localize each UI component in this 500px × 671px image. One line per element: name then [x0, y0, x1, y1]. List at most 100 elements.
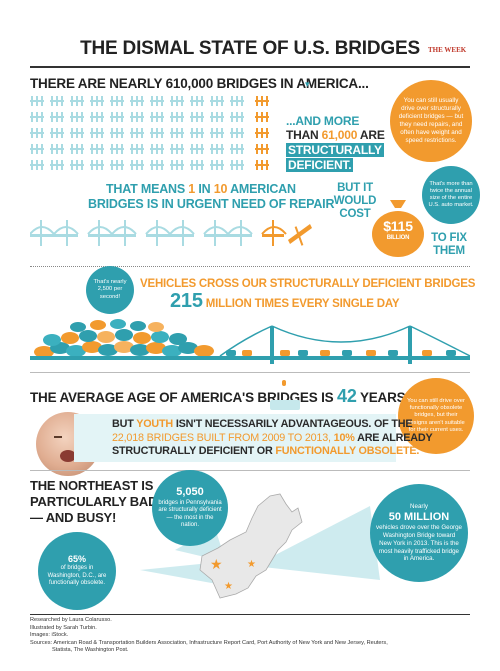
title-divider: [30, 66, 470, 68]
vehicles-number: 215: [170, 290, 203, 312]
structurally-word: STRUCTURALLY: [286, 143, 384, 157]
more-line2: THAN 61,000 ARE: [286, 128, 385, 142]
youth-line3-a: STRUCTURALLY DEFICIENT OR: [112, 445, 273, 457]
auto-market-bubble: That's more than twice the annual size o…: [422, 166, 480, 224]
amount-value: $115: [383, 218, 413, 234]
suspension-bridges-row: [30, 219, 312, 247]
baby-mouth: [60, 450, 76, 462]
per-second-bubble: That's nearly 2,500 per second!: [86, 266, 134, 314]
dc-bubble: 65% of bridges in Washington, D.C., are …: [38, 532, 116, 610]
one-in-ten-line2: BRIDGES IS IN URGENT NEED OF REPAIR: [88, 197, 335, 211]
northeast-line2: PARTICULARLY BAD: [30, 494, 158, 509]
youth-line2: 22,018 BRIDGES BUILT FROM 2009 TO 2013, …: [112, 431, 433, 446]
more-line1: ...AND MORE: [286, 114, 360, 128]
bridge-rows-grid: [30, 96, 269, 171]
youth-line3: STRUCTURALLY DEFICIENT OR FUNCTIONALLY O…: [112, 445, 432, 459]
age-number: 42: [337, 386, 357, 406]
section1-headline: THERE ARE NEARLY 610,000 BRIDGES IN AMER…: [30, 76, 369, 91]
to-fix-block: TO FIX THEM: [428, 232, 470, 258]
one-number: 1: [188, 182, 196, 196]
dc-text: of bridges in Washington, D.C., are func…: [47, 565, 107, 587]
cost-line3: COST: [339, 208, 371, 220]
dc-number: 65%: [67, 554, 86, 565]
credits: Researched by Laura Colarusso. Illustrat…: [30, 617, 470, 655]
youth-line2-rest: ARE ALREADY: [357, 431, 433, 444]
one-in-ten-block: THAT MEANS 1 IN 10 AMERICAN BRIDGES IS I…: [88, 182, 334, 212]
brand-logo: THE WEEK: [428, 46, 467, 54]
cake-body: [270, 400, 300, 410]
youth-text: BUT YOUTH ISN'T NECESSARILY ADVANTAGEOUS…: [112, 418, 433, 459]
cost-line2: WOULD: [333, 195, 377, 207]
more-than-block: ...AND MORE THAN 61,000 ARE STRUCTURALLY…: [286, 114, 385, 172]
american-word: AMERICAN: [230, 182, 296, 196]
footer-divider: [30, 614, 470, 615]
more-line4: DEFICIENT.: [286, 158, 385, 172]
one-in-ten-line1: THAT MEANS 1 IN 10 AMERICAN: [88, 182, 334, 197]
gw-beam: [254, 506, 380, 580]
credit-research: Researched by Laura Colarusso.: [30, 617, 112, 623]
section2-divider: [30, 266, 470, 267]
gw-text: vehicles drove over the George Washingto…: [376, 524, 462, 563]
age-headline-a: THE AVERAGE AGE OF AMERICA'S BRIDGES IS: [30, 390, 334, 405]
per-second-text: That's nearly 2,500 per second!: [93, 279, 127, 300]
but-word: BUT: [112, 418, 134, 430]
deficient-info-bubble: You can still usually drive over structu…: [390, 80, 472, 162]
cake-candle: [282, 380, 286, 386]
gw-star-icon: ★: [247, 559, 256, 570]
youth-line1: BUT YOUTH ISN'T NECESSARILY ADVANTAGEOUS…: [112, 418, 432, 432]
gw-number: 50 MILLION: [388, 510, 450, 523]
to-fix-line2: THEM: [433, 245, 465, 257]
youth-panel: [74, 414, 396, 462]
functionally-obsolete-word: FUNCTIONALLY OBSOLETE.: [275, 445, 420, 457]
obsolete-info-text: You can still drive over functionally ob…: [407, 397, 465, 433]
gw-bridge-bubble: Nearly 50 MILLION vehicles drove over th…: [370, 484, 468, 582]
deficient-info-text: You can still usually drive over structu…: [398, 97, 464, 144]
money-bag-icon: [372, 200, 424, 257]
vehicles-line2-wrap: 215 MILLION TIMES EVERY SINGLE DAY: [170, 290, 400, 313]
northeast-line3: — AND BUSY!: [30, 510, 117, 525]
age-headline: THE AVERAGE AGE OF AMERICA'S BRIDGES IS …: [30, 386, 441, 407]
pennsylvania-bubble: 5,050 bridges in Pennsylvania are struct…: [152, 470, 228, 546]
arrow-down-icon: ▾: [305, 79, 310, 89]
dc-star-icon: ★: [224, 581, 233, 592]
credit-images: Images: iStock.: [30, 632, 69, 639]
pa-number: 5,050: [176, 486, 204, 499]
pa-star-icon: ★: [210, 557, 223, 573]
youth-word: YOUTH: [136, 418, 173, 430]
vehicles-line2: MILLION TIMES EVERY SINGLE DAY: [205, 298, 400, 310]
ten-number: 10: [213, 182, 228, 196]
more-than-word: THAN: [286, 128, 319, 142]
credit-sources-2: Statista, The Washington Post.: [52, 647, 129, 654]
page-title: THE DISMAL STATE OF U.S. BRIDGES: [80, 38, 420, 59]
cake-icon: [268, 380, 302, 410]
in-word: IN: [198, 182, 211, 196]
northeast-line1: THE NORTHEAST IS: [30, 478, 154, 493]
bridge-cars: [226, 350, 456, 356]
section3-divider: [30, 372, 470, 373]
deficient-word: DEFICIENT.: [286, 158, 354, 172]
map-states: [199, 493, 303, 599]
more-line3: STRUCTURALLY: [286, 143, 385, 157]
to-fix-line1: TO FIX: [431, 232, 467, 244]
gw-pre: Nearly: [410, 502, 428, 510]
baby-eye-left: [54, 436, 62, 438]
credit-sources: Sources: American Road & Transportation …: [30, 639, 388, 646]
bridges-built-count: 22,018 BRIDGES BUILT FROM 2009 TO 2013,: [112, 431, 331, 444]
pa-text: bridges in Pennsylvania are structurally…: [158, 499, 222, 529]
auto-market-text: That's more than twice the annual size o…: [428, 180, 474, 209]
credit-illustration: Illustrated by Sarah Turbin.: [30, 624, 97, 631]
car-pile: [34, 319, 214, 358]
amount-unit: BILLION: [386, 235, 410, 241]
vehicles-line1: VEHICLES CROSS OUR STRUCTURALLY DEFICIEN…: [140, 278, 476, 290]
obsolete-info-bubble: You can still drive over functionally ob…: [398, 378, 474, 454]
youth-line1-rest: ISN'T NECESSARILY ADVANTAGEOUS. OF THE: [175, 418, 413, 430]
section4-divider: [30, 470, 470, 471]
deficient-count: 61,000: [321, 128, 358, 142]
cost-line1: BUT IT: [337, 182, 373, 194]
that-means-word: THAT MEANS: [106, 182, 186, 196]
are-word: ARE: [359, 128, 385, 142]
ten-percent: 10%: [333, 431, 355, 444]
cost-block: BUT IT WOULD COST: [331, 182, 379, 221]
traffic-bridge-illustration: [30, 319, 470, 364]
northeast-headline: THE NORTHEAST IS PARTICULARLY BAD — AND …: [30, 478, 157, 526]
